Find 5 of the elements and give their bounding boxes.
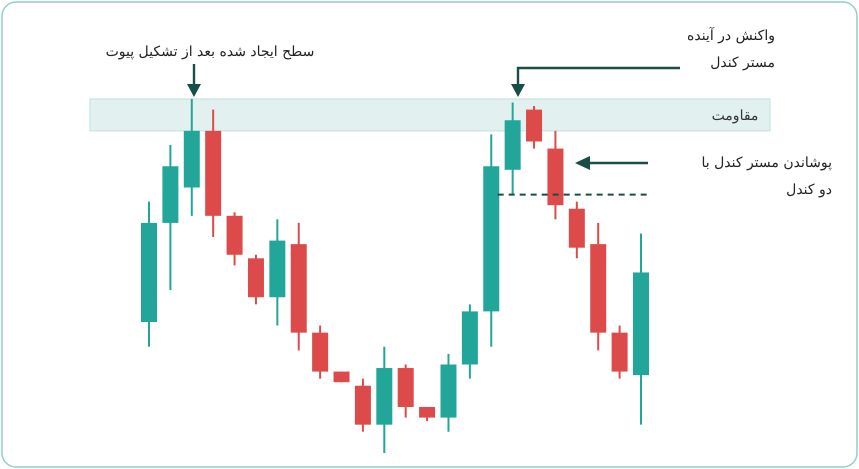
text: پوشاندن مستر کندل با دو کندل [701, 155, 832, 198]
text: واکنش در آینده مستر کندل [687, 26, 775, 71]
candlestick [419, 406, 436, 422]
band-label: مقاومت [712, 108, 758, 124]
text: سطح ایجاد شده بعد از تشکیل پیوت [106, 44, 314, 60]
